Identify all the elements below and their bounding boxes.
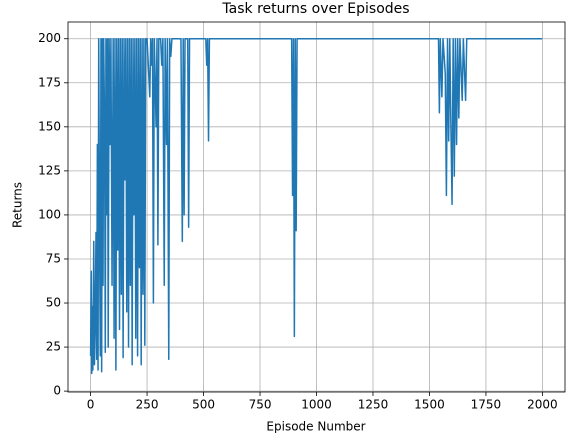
x-tick-label: 1250 xyxy=(358,398,389,412)
x-tick-label: 1500 xyxy=(414,398,445,412)
x-tick-label: 1750 xyxy=(471,398,502,412)
x-tick-label: 1000 xyxy=(301,398,332,412)
y-tick-label: 125 xyxy=(38,163,61,177)
y-tick-label: 200 xyxy=(38,31,61,45)
y-tick-label: 175 xyxy=(38,75,61,89)
y-tick-label: 150 xyxy=(38,119,61,133)
y-tick-label: 75 xyxy=(46,251,61,265)
x-tick-label: 0 xyxy=(87,398,95,412)
y-tick-label: 0 xyxy=(53,384,61,398)
x-tick-label: 500 xyxy=(192,398,215,412)
plot-frame xyxy=(67,21,566,393)
y-tick-label: 50 xyxy=(46,296,61,310)
y-tick-label: 25 xyxy=(46,340,61,354)
y-tick-label: 100 xyxy=(38,207,61,221)
line xyxy=(89,37,543,375)
chart-title: Task returns over Episodes xyxy=(221,1,409,17)
x-tick-label: 250 xyxy=(136,398,159,412)
y-axis-label: Returns xyxy=(11,182,25,228)
x-tick-label: 750 xyxy=(249,398,272,412)
x-tick-label: 2000 xyxy=(527,398,558,412)
x-axis-label: Episode Number xyxy=(266,420,365,434)
